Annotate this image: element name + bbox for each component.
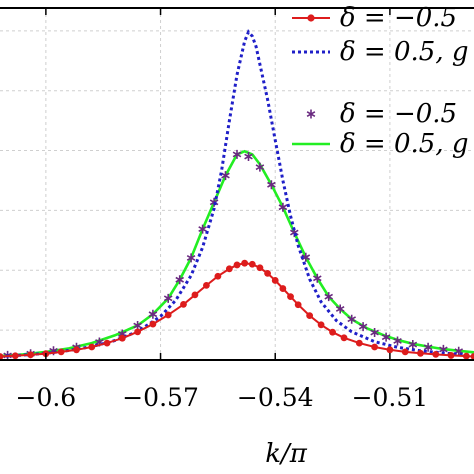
series-point — [335, 304, 345, 314]
x-tick-label: −0.6 — [16, 383, 77, 412]
series-point — [164, 311, 172, 319]
series-point — [175, 275, 184, 285]
legend-marker — [306, 109, 316, 119]
series-point — [88, 343, 96, 351]
series-green — [0, 149, 474, 358]
series-point — [278, 202, 288, 212]
series-stars — [3, 149, 463, 360]
series-point — [118, 334, 126, 342]
series-point — [313, 273, 322, 283]
legend-entry: δ = −0.5 — [292, 3, 457, 33]
series-point — [148, 309, 158, 319]
series-point — [214, 272, 222, 280]
series-point — [0, 353, 4, 360]
plot-frame — [0, 7, 474, 361]
series-point — [393, 336, 402, 346]
series-point — [401, 348, 409, 356]
legend-label: δ = −0.5 — [340, 99, 457, 129]
series-point — [241, 259, 249, 267]
x-axis: −0.6 −0.57 −0.54 −0.51 — [16, 8, 429, 412]
series-point — [103, 339, 111, 347]
series-point — [324, 292, 333, 302]
series-layer — [0, 29, 474, 360]
legend-entry: δ = −0.5 — [306, 99, 457, 129]
series-point — [386, 346, 394, 354]
series-point — [244, 152, 253, 161]
legend-label: δ = −0.5 — [340, 3, 457, 33]
legend-label: δ = 0.5, g — [340, 129, 469, 159]
series-point — [329, 328, 336, 336]
series-point — [294, 301, 302, 309]
x-tick-label: −0.57 — [122, 383, 199, 412]
series-point — [371, 343, 379, 351]
grid — [0, 8, 474, 360]
series-point — [279, 285, 287, 292]
series-line — [0, 149, 474, 358]
series-point — [417, 349, 424, 357]
series-point — [27, 351, 34, 359]
legend-entry: δ = 0.5, g — [292, 37, 469, 67]
series-point — [180, 300, 187, 308]
series-point — [358, 322, 368, 332]
series-blue — [0, 29, 474, 358]
x-axis-title: k/π — [265, 439, 308, 469]
x-tick-label: −0.54 — [237, 383, 314, 412]
legend-marker — [307, 14, 315, 22]
series-point — [232, 149, 242, 159]
series-point — [149, 320, 157, 328]
series-point — [355, 339, 363, 347]
series-point — [317, 321, 325, 329]
series-point — [248, 260, 256, 268]
series-line — [0, 29, 474, 358]
series-point — [447, 352, 455, 359]
series-point — [11, 352, 19, 360]
series-point — [264, 270, 271, 277]
series-point — [233, 261, 241, 269]
series-point — [267, 180, 276, 190]
legend: δ = −0.5δ = 0.5, gδ = −0.5δ = 0.5, g — [292, 3, 469, 159]
series-point — [191, 291, 199, 299]
series-point — [271, 277, 279, 284]
series-point — [462, 352, 470, 360]
series-point — [287, 293, 294, 301]
series-point — [408, 340, 418, 349]
series-point — [255, 162, 265, 172]
series-point — [73, 346, 80, 354]
series-point — [256, 264, 264, 272]
series-point — [347, 314, 356, 324]
series-point — [340, 334, 348, 342]
series-point — [432, 350, 440, 358]
series-point — [221, 171, 230, 181]
series-point — [381, 332, 391, 342]
series-point — [306, 312, 314, 320]
series-red — [0, 259, 474, 360]
x-tick-label: −0.51 — [352, 383, 429, 412]
series-point — [134, 328, 142, 336]
legend-label: δ = 0.5, g — [340, 37, 469, 67]
series-point — [163, 293, 173, 303]
series-point — [370, 328, 379, 337]
series-point — [186, 253, 196, 263]
series-point — [423, 342, 433, 352]
series-point — [198, 224, 207, 234]
series-point — [203, 281, 210, 289]
series-point — [225, 265, 233, 273]
legend-entry: δ = 0.5, g — [292, 129, 469, 159]
series-point — [57, 348, 65, 356]
series-point — [470, 353, 474, 360]
